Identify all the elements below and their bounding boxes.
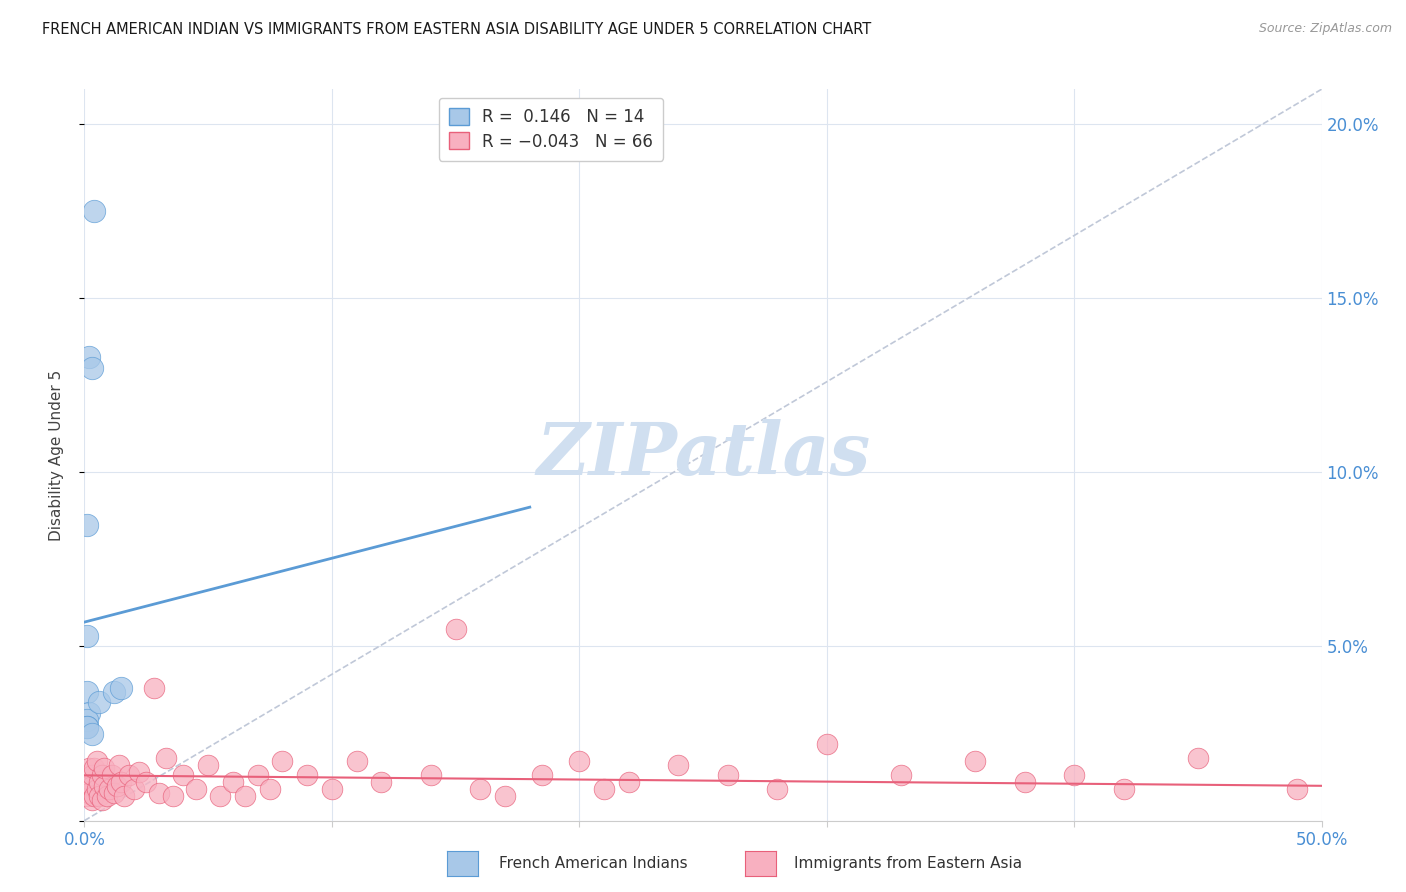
Point — [890, 768, 912, 782]
Point — [90, 793, 112, 807]
Point — [76, 517, 98, 532]
Point — [1285, 782, 1308, 797]
Text: Immigrants from Eastern Asia: Immigrants from Eastern Asia — [794, 856, 1022, 871]
Point — [86, 782, 108, 797]
Point — [295, 768, 318, 782]
Point — [103, 685, 125, 699]
Point — [76, 720, 98, 734]
Point — [80, 360, 103, 375]
Point — [76, 713, 98, 727]
Point — [76, 789, 98, 804]
Point — [135, 775, 157, 789]
Text: Source: ZipAtlas.com: Source: ZipAtlas.com — [1258, 22, 1392, 36]
Point — [444, 622, 467, 636]
Point — [470, 782, 492, 797]
Point — [83, 204, 105, 219]
Point — [617, 775, 640, 789]
Point — [93, 779, 115, 793]
Point — [148, 786, 170, 800]
Point — [233, 789, 256, 804]
Point — [1014, 775, 1036, 789]
Point — [79, 351, 101, 365]
Text: French American Indians: French American Indians — [499, 856, 688, 871]
Point — [666, 758, 689, 772]
Point — [93, 761, 115, 775]
Point — [98, 782, 121, 797]
Point — [593, 782, 616, 797]
Point — [419, 768, 441, 782]
Point — [89, 775, 111, 789]
Point — [717, 768, 740, 782]
Legend: R =  0.146   N = 14, R = −0.043   N = 66: R = 0.146 N = 14, R = −0.043 N = 66 — [439, 97, 664, 161]
Point — [80, 726, 103, 740]
Point — [100, 768, 122, 782]
Point — [83, 789, 105, 804]
Point — [531, 768, 554, 782]
Point — [96, 789, 118, 804]
Point — [815, 737, 838, 751]
Text: ZIPatlas: ZIPatlas — [536, 419, 870, 491]
Point — [259, 782, 281, 797]
Point — [246, 768, 269, 782]
Point — [965, 755, 987, 769]
Point — [1112, 782, 1135, 797]
Point — [142, 681, 165, 696]
Point — [155, 751, 177, 765]
Point — [80, 793, 103, 807]
Point — [128, 764, 150, 779]
Point — [83, 761, 105, 775]
Point — [76, 720, 98, 734]
Point — [80, 768, 103, 782]
Point — [184, 782, 207, 797]
Point — [79, 706, 101, 720]
Text: FRENCH AMERICAN INDIAN VS IMMIGRANTS FROM EASTERN ASIA DISABILITY AGE UNDER 5 CO: FRENCH AMERICAN INDIAN VS IMMIGRANTS FRO… — [42, 22, 872, 37]
Point — [90, 768, 112, 782]
Point — [222, 775, 245, 789]
Point — [494, 789, 516, 804]
Y-axis label: Disability Age Under 5: Disability Age Under 5 — [49, 369, 63, 541]
Point — [197, 758, 219, 772]
Point — [110, 775, 132, 789]
Point — [172, 768, 194, 782]
Point — [271, 755, 294, 769]
Point — [76, 779, 98, 793]
Point — [568, 755, 591, 769]
Point — [122, 782, 145, 797]
Point — [89, 695, 111, 709]
Point — [1187, 751, 1209, 765]
Point — [209, 789, 232, 804]
Point — [370, 775, 392, 789]
Point — [105, 779, 128, 793]
Point — [110, 681, 132, 696]
Point — [118, 768, 141, 782]
Point — [321, 782, 343, 797]
Point — [112, 789, 135, 804]
Point — [766, 782, 789, 797]
Point — [79, 786, 101, 800]
Point — [79, 761, 101, 775]
Point — [76, 629, 98, 643]
Point — [108, 758, 131, 772]
Point — [79, 772, 101, 786]
Point — [346, 755, 368, 769]
Point — [89, 789, 111, 804]
Point — [162, 789, 184, 804]
Point — [76, 685, 98, 699]
Point — [103, 786, 125, 800]
Point — [80, 779, 103, 793]
Point — [86, 755, 108, 769]
Point — [1063, 768, 1085, 782]
